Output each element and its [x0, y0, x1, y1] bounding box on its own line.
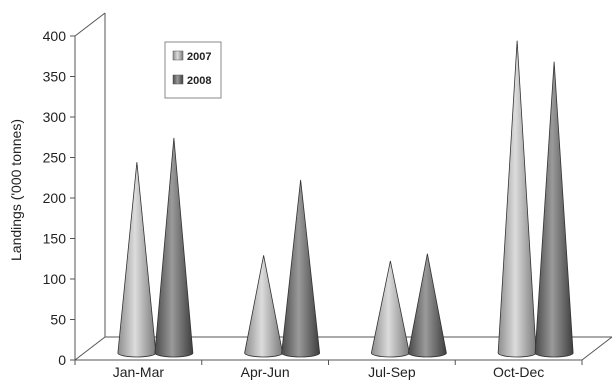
- legend-label-2008: 2008: [187, 75, 211, 87]
- floor-right-edge: [581, 336, 613, 361]
- cone-shape: [370, 260, 410, 358]
- cone-shape: [244, 255, 284, 358]
- cone-2007-Oct-Dec: [497, 40, 537, 358]
- cone-2008-Oct-Dec: [534, 61, 574, 358]
- cone-shape: [534, 61, 574, 358]
- back-wall-top-edge: [74, 12, 106, 37]
- y-axis-title: Landings ('000 tonnes): [8, 119, 24, 261]
- y-tick-label: 400: [43, 28, 67, 44]
- y-tick-label: 0: [58, 352, 66, 368]
- y-tick-label: 150: [43, 231, 67, 247]
- cone-shape: [497, 40, 537, 358]
- cone-shape: [281, 179, 321, 358]
- y-tick-label: 50: [50, 312, 66, 328]
- cone-2007-Jan-Mar: [117, 162, 157, 358]
- x-tick-label: Apr-Jun: [241, 364, 290, 380]
- x-tick-label: Oct-Dec: [493, 364, 544, 380]
- cone-2008-Jul-Sep: [407, 253, 447, 358]
- x-tick-label: Jul-Sep: [368, 364, 416, 380]
- cone-shape: [154, 137, 194, 358]
- x-ticks: Jan-Mar Apr-Jun Jul-Sep Oct-Dec: [74, 360, 583, 380]
- cones: [117, 40, 574, 358]
- legend-swatch-2007: [172, 50, 184, 61]
- legend-label-2007: 2007: [187, 51, 211, 63]
- cone-2007-Jul-Sep: [370, 260, 410, 358]
- y-tick-label: 200: [43, 190, 67, 206]
- y-tick-label: 300: [43, 109, 67, 125]
- cone-shape: [407, 253, 447, 358]
- y-tick-label: 100: [43, 271, 67, 287]
- x-tick-label: Jan-Mar: [113, 364, 165, 380]
- floor-left-edge: [74, 336, 106, 361]
- legend-swatch-2008: [172, 74, 184, 85]
- y-tick-label: 350: [43, 69, 67, 85]
- legend: 2007 2008: [164, 41, 222, 99]
- cone-2007-Apr-Jun: [244, 255, 284, 358]
- cone-2008-Jan-Mar: [154, 137, 194, 358]
- y-ticks: 0 50 100 150 200 250 300 350 400: [43, 28, 75, 368]
- cone-2008-Apr-Jun: [281, 179, 321, 358]
- y-tick-label: 250: [43, 150, 67, 166]
- cone-shape: [117, 162, 157, 358]
